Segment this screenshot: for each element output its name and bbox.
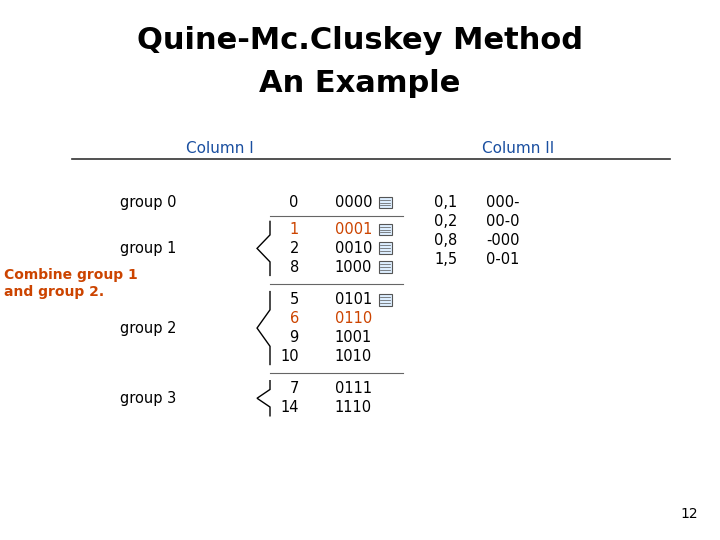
Text: group 2: group 2	[120, 321, 176, 335]
Text: 0: 0	[289, 195, 299, 210]
Text: Column I: Column I	[186, 141, 253, 156]
Text: 0,1: 0,1	[434, 195, 457, 210]
Text: -000: -000	[486, 233, 520, 248]
Text: group 0: group 0	[120, 195, 176, 210]
Text: 9: 9	[289, 330, 299, 345]
Text: 0111: 0111	[335, 381, 372, 396]
Text: 1000: 1000	[335, 260, 372, 275]
Text: 0110: 0110	[335, 311, 372, 326]
Text: 1010: 1010	[335, 349, 372, 364]
Text: 1001: 1001	[335, 330, 372, 345]
Text: 1,5: 1,5	[434, 252, 457, 267]
Text: 8: 8	[289, 260, 299, 275]
Text: 5: 5	[289, 292, 299, 307]
Text: 0-01: 0-01	[486, 252, 519, 267]
Text: Quine-Mc.Cluskey Method: Quine-Mc.Cluskey Method	[137, 26, 583, 55]
Text: 1: 1	[289, 222, 299, 237]
Text: 1110: 1110	[335, 400, 372, 415]
Text: 00-0: 00-0	[486, 214, 520, 229]
Text: 0001: 0001	[335, 222, 372, 237]
FancyBboxPatch shape	[379, 224, 392, 235]
Text: Column II: Column II	[482, 141, 554, 156]
Text: 0000: 0000	[335, 195, 372, 210]
Text: 7: 7	[289, 381, 299, 396]
Text: 000-: 000-	[486, 195, 520, 210]
Text: 0010: 0010	[335, 241, 372, 256]
Text: Combine group 1
and group 2.: Combine group 1 and group 2.	[4, 268, 138, 299]
Text: An Example: An Example	[259, 69, 461, 98]
FancyBboxPatch shape	[379, 294, 392, 306]
Text: 12: 12	[681, 507, 698, 521]
FancyBboxPatch shape	[379, 197, 392, 208]
FancyBboxPatch shape	[379, 261, 392, 273]
Text: group 3: group 3	[120, 391, 176, 406]
Text: 10: 10	[280, 349, 299, 364]
Text: 14: 14	[280, 400, 299, 415]
Text: 6: 6	[289, 311, 299, 326]
Text: group 1: group 1	[120, 241, 176, 256]
Text: 0101: 0101	[335, 292, 372, 307]
FancyBboxPatch shape	[379, 242, 392, 254]
Text: 0,8: 0,8	[434, 233, 457, 248]
Text: 2: 2	[289, 241, 299, 256]
Text: 0,2: 0,2	[434, 214, 457, 229]
